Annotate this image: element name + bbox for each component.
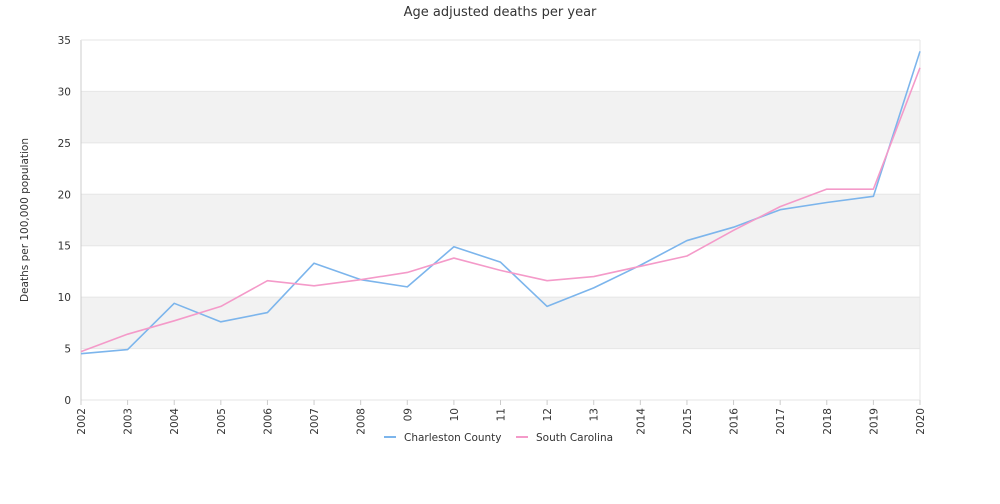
series-line-south-carolina[interactable] [80, 67, 921, 353]
x-tick-label: 2006 [262, 408, 274, 435]
x-tick-label: 2002 [76, 408, 88, 435]
y-tick-label: 20 [58, 189, 71, 201]
y-tick-label: 25 [58, 138, 71, 150]
x-tick-label: 12 [542, 408, 554, 421]
x-tick-label: 2020 [915, 408, 927, 435]
x-axis-ticks: 2002 2003 2004 2005 2006 2007 2008 09 10 11 12 13 20… [76, 400, 927, 435]
x-tick-label: 2007 [309, 408, 321, 435]
y-axis-ticks: 0 5 10 15 20 25 30 35 [58, 35, 71, 407]
x-tick-label: 09 [402, 408, 414, 421]
series-line-charleston-county[interactable] [80, 51, 921, 355]
x-tick-label: 2018 [822, 408, 834, 435]
x-tick-label: 2016 [729, 408, 741, 435]
plot-band [81, 297, 920, 349]
x-tick-label: 2008 [356, 408, 368, 435]
x-tick-label: 2004 [169, 408, 181, 435]
chart-title: Age adjusted deaths per year [404, 5, 597, 20]
plot-bands [81, 91, 920, 349]
x-tick-label: 13 [589, 408, 601, 421]
legend-label[interactable]: South Carolina [536, 432, 613, 444]
x-tick-label: 11 [496, 408, 508, 421]
x-tick-label: 2003 [123, 408, 135, 435]
plot-band [81, 91, 920, 143]
y-tick-label: 5 [64, 344, 71, 356]
x-tick-label: 2005 [216, 408, 228, 435]
x-tick-label: 2017 [775, 408, 787, 435]
x-tick-label: 10 [449, 408, 461, 421]
y-tick-label: 35 [58, 35, 71, 47]
y-tick-label: 15 [58, 241, 71, 253]
x-tick-label: 2014 [635, 408, 647, 435]
y-axis-title: Deaths per 100,000 population [19, 138, 31, 302]
x-tick-label: 2019 [868, 408, 880, 435]
y-tick-label: 0 [64, 395, 71, 407]
x-tick-label: 2015 [682, 408, 694, 435]
y-tick-label: 10 [58, 292, 71, 304]
plot-band [81, 194, 920, 246]
series-lines [80, 51, 921, 355]
legend-label[interactable]: Charleston County [404, 432, 502, 444]
y-tick-label: 30 [58, 86, 71, 98]
legend: Charleston County South Carolina [384, 432, 613, 444]
